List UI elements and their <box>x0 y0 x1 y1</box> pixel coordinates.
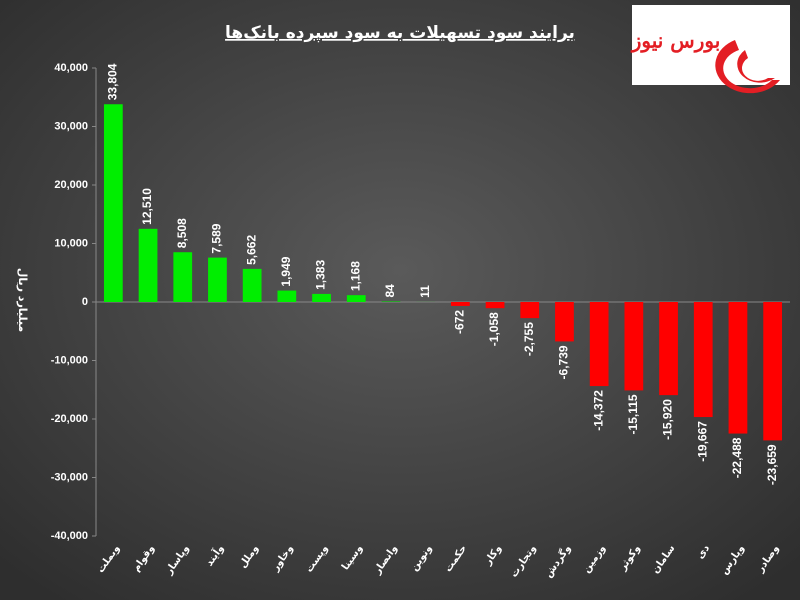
value-label: 5,662 <box>244 235 258 265</box>
bar <box>208 257 227 302</box>
value-label: 11 <box>418 285 432 298</box>
bar <box>485 302 505 309</box>
value-label: -672 <box>453 310 467 334</box>
y-tick-label: 30,000 <box>54 120 88 132</box>
bar <box>624 302 644 391</box>
logo-arc <box>737 50 775 83</box>
y-tick-label: 20,000 <box>54 179 88 191</box>
y-tick-label: -30,000 <box>51 471 88 483</box>
y-tick-label: 40,000 <box>54 62 88 74</box>
value-label: -22,488 <box>730 437 744 478</box>
value-label: -2,755 <box>522 322 536 356</box>
value-label: 8,508 <box>175 218 189 248</box>
bar <box>693 302 713 418</box>
bar <box>277 290 297 302</box>
value-label: 1,383 <box>314 260 328 290</box>
bar <box>555 302 574 342</box>
bar <box>763 302 783 441</box>
value-label: 84 <box>383 284 397 298</box>
value-label: 33,804 <box>106 63 120 100</box>
value-label: -15,115 <box>626 394 640 434</box>
value-label: -14,372 <box>591 390 605 431</box>
value-label: -23,659 <box>765 444 779 485</box>
bar <box>589 302 609 387</box>
logo-arc <box>715 40 780 94</box>
bar <box>659 302 678 396</box>
bar <box>312 293 331 302</box>
logo: بورس نیوز <box>630 5 790 94</box>
value-label: -15,920 <box>661 399 675 440</box>
value-label: -6,739 <box>557 345 571 379</box>
bar <box>346 295 366 302</box>
bar <box>103 104 123 302</box>
value-label: 7,589 <box>210 223 224 253</box>
y-axis-label: میلیارد ریال <box>16 268 29 332</box>
bar <box>450 302 470 306</box>
y-tick-label: -20,000 <box>51 413 88 425</box>
value-label: 1,949 <box>279 256 293 286</box>
value-label: 1,168 <box>348 261 362 291</box>
bar <box>242 268 262 302</box>
y-tick-label: -40,000 <box>51 530 88 542</box>
value-label: -19,667 <box>695 421 709 462</box>
logo-box <box>632 5 790 85</box>
chart-title: برایند سود تسهیلات به سود سپرده بانک‌ها <box>225 23 575 43</box>
bar <box>138 228 158 302</box>
bar <box>520 302 540 319</box>
y-tick-label: 10,000 <box>54 237 88 249</box>
bar <box>173 252 193 302</box>
bar <box>728 302 748 434</box>
value-label: 12,510 <box>140 188 154 225</box>
y-tick-label: 0 <box>82 296 88 308</box>
value-label: -1,058 <box>487 312 501 346</box>
logo-text: بورس نیوز <box>630 29 721 54</box>
y-tick-label: -10,000 <box>51 354 88 366</box>
